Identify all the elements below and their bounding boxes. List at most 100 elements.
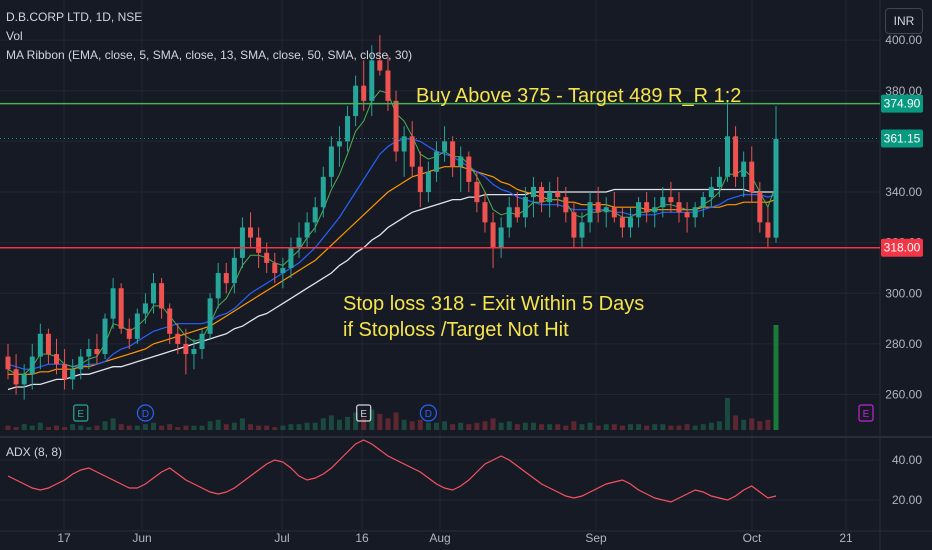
volume-bar <box>619 425 625 430</box>
candle-body <box>94 348 100 355</box>
volume-bar <box>5 425 11 430</box>
candle-body <box>377 60 383 71</box>
symbol-title: D.B.CORP LTD, 1D, NSE <box>6 10 143 24</box>
price-tick-label: 380.00 <box>885 84 922 98</box>
candle-body <box>134 313 140 339</box>
candle-body <box>765 222 771 238</box>
candle-body <box>21 374 27 385</box>
candle-body <box>78 356 84 370</box>
candle-body <box>587 202 593 223</box>
volume-bar <box>70 424 76 430</box>
candle-body <box>110 288 116 319</box>
volume-indicator-label[interactable]: Vol <box>6 29 23 43</box>
volume-bar <box>652 424 658 430</box>
candle-body <box>684 212 690 218</box>
volume-bar <box>304 422 310 430</box>
volume-bar <box>256 425 262 430</box>
volume-bar <box>433 422 439 430</box>
candle-body <box>86 348 92 357</box>
volume-bar <box>336 419 342 430</box>
volume-bar <box>409 421 415 430</box>
volume-bar <box>700 424 706 430</box>
time-axis-label: Oct <box>743 531 762 545</box>
candle-body <box>369 60 375 101</box>
time-axis-label: Jul <box>274 531 289 545</box>
adx-tick-label: 20.00 <box>892 493 922 507</box>
candle-body <box>272 262 278 274</box>
ma-ribbon-indicator-label[interactable]: MA Ribbon (EMA, close, 5, SMA, close, 13… <box>6 48 413 62</box>
candle-body <box>611 207 617 218</box>
volume-bar <box>627 424 633 430</box>
event-marker-label: D <box>142 409 149 420</box>
candle-body <box>652 207 658 213</box>
volume-bar <box>393 412 399 430</box>
volume-bar <box>353 412 359 430</box>
candle-body <box>231 257 237 284</box>
volume-bar <box>78 425 84 430</box>
time-axis-label: Jun <box>132 531 151 545</box>
volume-bar <box>320 418 326 430</box>
ma-sma50-line <box>7 188 776 391</box>
candle-body <box>708 186 714 198</box>
volume-bar <box>296 424 302 430</box>
adx-indicator-label[interactable]: ADX (8, 8) <box>6 445 63 459</box>
volume-bar <box>724 397 730 430</box>
price-tick-label: 400.00 <box>885 33 922 47</box>
volume-bar <box>280 425 286 430</box>
volume-bar <box>547 424 553 430</box>
earnings-marker <box>356 404 372 422</box>
volume-bar <box>102 421 108 430</box>
candle-body <box>636 202 642 218</box>
volume-bar <box>215 419 221 430</box>
volume-bar <box>514 424 520 430</box>
candle-body <box>62 364 68 380</box>
volume-bar <box>110 418 116 430</box>
buy-annotation: Buy Above 375 - Target 489 R_R 1:2 <box>416 85 742 107</box>
time-axis-label: 17 <box>57 531 71 545</box>
candle-body <box>741 161 747 177</box>
volume-bar <box>660 424 666 430</box>
candle-body <box>458 156 464 167</box>
volume-bar <box>86 427 92 430</box>
volume-bar <box>29 425 35 430</box>
volume-bar <box>151 422 157 430</box>
volume-bar <box>21 424 27 430</box>
volume-bar <box>595 425 601 430</box>
candle-body <box>644 202 650 213</box>
volume-bar <box>716 421 722 430</box>
event-marker-label: E <box>360 409 367 420</box>
candle-body <box>676 202 682 213</box>
currency-button[interactable]: INR <box>885 8 923 34</box>
volume-bar <box>207 421 213 430</box>
candle-body <box>5 356 11 370</box>
candle-body <box>506 207 512 228</box>
volume-bar <box>223 424 229 430</box>
price-tag <box>881 238 923 257</box>
volume-bar <box>498 422 504 430</box>
candle-body <box>733 136 739 177</box>
candle-body <box>385 70 391 101</box>
volume-bar <box>377 413 383 430</box>
volume-bar <box>530 422 536 430</box>
price-tag-label: 361.15 <box>884 131 921 145</box>
candle-body <box>490 222 496 248</box>
candle-body <box>450 141 456 167</box>
volume-bar <box>506 421 512 430</box>
volume-bar <box>62 427 68 430</box>
candle-body <box>547 192 553 203</box>
volume-bar <box>272 427 278 430</box>
candle-body <box>312 207 318 223</box>
candle-body <box>474 181 480 203</box>
volume-bar <box>571 421 577 430</box>
dividend-marker <box>419 404 437 422</box>
candle-body <box>571 212 577 238</box>
candle-body <box>353 85 359 117</box>
candle-body <box>304 222 310 238</box>
ma-sma13-line <box>7 138 777 370</box>
price-tag-label: 318.00 <box>884 241 921 255</box>
volume-bar <box>474 422 480 430</box>
candle-body <box>563 197 569 213</box>
candle-body <box>175 333 181 344</box>
volume-bar <box>757 421 763 430</box>
